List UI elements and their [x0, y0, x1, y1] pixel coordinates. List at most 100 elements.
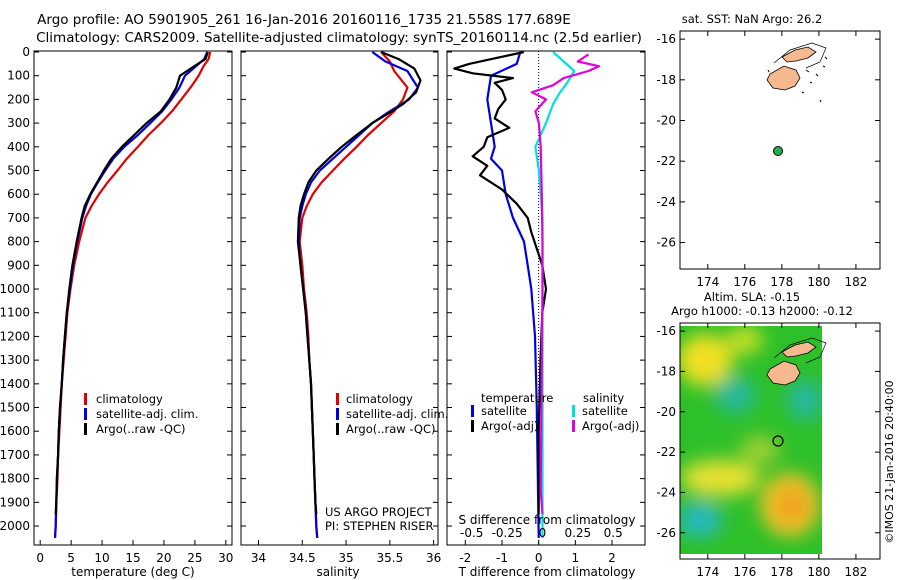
- map-x-tick-label: 178: [770, 275, 793, 289]
- difference-plot: [453, 51, 601, 545]
- map-sla-title-line2: Argo h1000: -0.13 h2000: -0.12: [671, 304, 853, 318]
- x-tick-label: -2: [459, 551, 471, 565]
- map-x-tick-label: 178: [770, 565, 793, 579]
- map-sla-title-line1: Altim. SLA: -0.15: [704, 290, 800, 304]
- map-x-tick-label: 180: [807, 565, 830, 579]
- series-line-satellite-adj-clim-: [297, 51, 419, 538]
- x-tick-label: 36: [426, 551, 441, 565]
- sla-high-n: [727, 326, 763, 354]
- x-tick-label: 34.5: [289, 551, 316, 565]
- sla-peak-se: [778, 491, 806, 519]
- sla-mid-c: [740, 436, 780, 464]
- y-tick-label: 1900: [0, 495, 30, 509]
- temperature-xlabel: temperature (deg C): [71, 565, 194, 579]
- legend-swatch-t-argo: [471, 420, 474, 432]
- map-x-tick-label: 182: [844, 275, 867, 289]
- x-tick-label: 15: [125, 551, 140, 565]
- x-tick-label: 30: [218, 551, 233, 565]
- salinity-xlabel: salinity: [316, 565, 359, 579]
- y-tick-label: 700: [7, 211, 30, 225]
- salinity-legend: climatology satellite-adj. clim. Argo(..…: [336, 392, 448, 436]
- y-tick-label: 100: [7, 69, 30, 83]
- legend-swatch-satellite: [336, 408, 339, 420]
- map-y-tick-label: -22: [656, 445, 676, 459]
- salinity-panel-frame: [240, 50, 439, 546]
- y-tick-label: 900: [7, 258, 30, 272]
- legend-swatch-t-satellite: [471, 405, 474, 417]
- figure-title-line2: Climatology: CARS2009. Satellite-adjuste…: [36, 30, 642, 46]
- s-tick-label: -0.25: [492, 526, 523, 540]
- legend-swatch-argo: [84, 423, 87, 435]
- legend-swatch-satellite: [84, 408, 87, 420]
- sla-high-nw: [680, 334, 733, 386]
- y-tick-label: 400: [7, 140, 30, 154]
- y-tick-label: 1200: [0, 329, 30, 343]
- viti-levu-island: [766, 65, 801, 91]
- s-tick-label: -0.5: [460, 526, 483, 540]
- y-tick-label: 1000: [0, 282, 30, 296]
- legend-swatch-climatology: [336, 393, 339, 405]
- map-y-tick-label: -26: [656, 526, 676, 540]
- sla-low-e: [787, 380, 822, 420]
- y-tick-label: 1100: [0, 306, 30, 320]
- series-line-satellite-adj-clim-: [53, 51, 209, 538]
- x-tick-label: 10: [94, 551, 109, 565]
- project-credit: US ARGO PROJECT: [325, 505, 433, 519]
- map-y-tick-label: -16: [656, 32, 676, 46]
- map-y-tick-label: -20: [656, 114, 676, 128]
- y-tick-label: 200: [7, 92, 30, 106]
- map-sst-title: sat. SST: NaN Argo: 26.2: [682, 12, 823, 26]
- y-tick-label: 1500: [0, 401, 30, 415]
- x-tick-label: 35.5: [376, 551, 403, 565]
- map-x-tick-label: 180: [807, 275, 830, 289]
- series-line-satellite: [534, 51, 576, 538]
- temperature-legend: climatology satellite-adj. clim. Argo(..…: [84, 392, 198, 436]
- map-x-tick-label: 176: [733, 275, 756, 289]
- map-y-tick-label: -22: [656, 154, 676, 168]
- map-axes: 174 176 178 180 182 -16 -18 -20 -22 -24 -26 174 176 1…: [656, 31, 880, 579]
- map-y-tick-label: -24: [656, 485, 676, 499]
- y-tick-label: 800: [7, 235, 30, 249]
- map-x-tick-label: 182: [844, 565, 867, 579]
- sla-low-sw: [680, 502, 722, 538]
- legend-label-satellite: satellite-adj. clim.: [346, 407, 448, 421]
- y-tick-label: 1400: [0, 377, 30, 391]
- pi-credit: PI: STEPHEN RISER: [325, 519, 434, 533]
- legend-label-satellite: satellite-adj. clim.: [96, 407, 198, 421]
- series-line-satellite: [486, 51, 540, 538]
- map-x-tick-label: 176: [733, 565, 756, 579]
- y-tick-label: 1800: [0, 472, 30, 486]
- legend-swatch-s-satellite: [572, 405, 575, 417]
- map-y-tick-label: -20: [656, 405, 676, 419]
- map-y-tick-label: -18: [656, 364, 676, 378]
- difference-xlabel-T: T difference from climatology: [458, 565, 636, 579]
- y-tick-label: 1300: [0, 353, 30, 367]
- s-tick-label: 0: [539, 526, 547, 540]
- legend-swatch-s-argo: [572, 420, 575, 432]
- map-y-tick-label: -16: [656, 324, 676, 338]
- y-tick-label: 1700: [0, 448, 30, 462]
- x-tick-label: 5: [67, 551, 75, 565]
- y-tick-label: 2000: [0, 519, 30, 533]
- y-tick-label: 600: [7, 187, 30, 201]
- map-sla-frame: [679, 322, 881, 560]
- series-line-climatology: [53, 51, 212, 538]
- s-tick-label: 0.5: [604, 526, 623, 540]
- difference-legend: temperature salinity satellite Argo(-adj…: [471, 391, 639, 433]
- difference-xlabel-S: S difference from climatology: [459, 513, 636, 527]
- x-tick-label: 1: [572, 551, 580, 565]
- argo-float-marker: [772, 435, 784, 447]
- y-tick-label: 1600: [0, 424, 30, 438]
- imos-timestamp: ©IMOS 21-Jan-2016 20:40:00: [883, 380, 896, 543]
- legend-swatch-climatology: [84, 393, 87, 405]
- reef-outline: [773, 42, 827, 69]
- series-line-argo-raw-qc-: [296, 51, 422, 515]
- legend-label-climatology: climatology: [96, 392, 163, 406]
- legend-label-t-satellite: satellite: [481, 404, 527, 418]
- legend-label-s-satellite: satellite: [582, 404, 628, 418]
- axis-ticks: 0 5 10 15 20 25 300100200300400500600700800900…: [0, 45, 645, 565]
- series-line-argo-adj-: [530, 53, 601, 515]
- islet-specks: [767, 56, 828, 103]
- temperature-panel-frame: [33, 50, 233, 546]
